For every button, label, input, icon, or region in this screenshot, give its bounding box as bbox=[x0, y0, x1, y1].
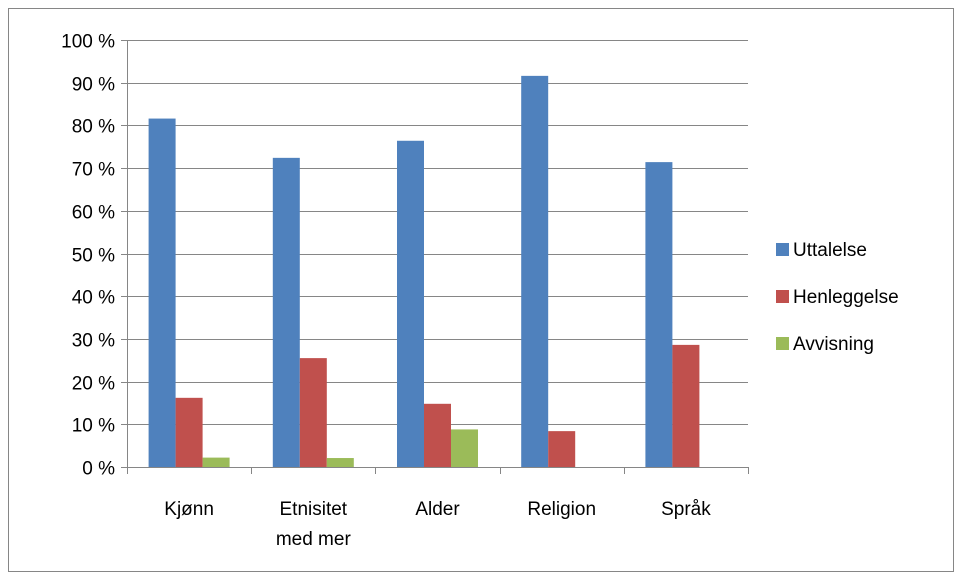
bar-henleggelse bbox=[424, 403, 451, 467]
x-category-label: Alder bbox=[415, 499, 460, 520]
bar-avvisning bbox=[451, 429, 478, 467]
bar-avvisning bbox=[326, 458, 354, 467]
legend-label-henleggelse: Henleggelse bbox=[793, 287, 899, 308]
x-category-label: Språk bbox=[661, 499, 711, 520]
x-category-label: Religion bbox=[527, 499, 596, 520]
bar-uttalelse bbox=[397, 140, 424, 467]
y-tick-label: 40 % bbox=[72, 288, 115, 309]
y-tick-label: 20 % bbox=[72, 374, 115, 395]
legend-swatch-uttalelse bbox=[776, 243, 789, 256]
x-category-label: Kjønn bbox=[164, 499, 214, 520]
y-tick-label: 60 % bbox=[72, 203, 115, 224]
y-tick-label: 80 % bbox=[72, 117, 115, 138]
bar-uttalelse bbox=[645, 162, 673, 467]
axis-labels: 0 % 10 % 20 % 30 % 40 % 50 % 60 % 70 % 80 % 90 % 1… bbox=[61, 32, 711, 551]
y-tick-label: 0 % bbox=[82, 459, 115, 480]
legend-swatch-avvisning bbox=[776, 337, 789, 350]
bar-henleggelse bbox=[548, 431, 576, 467]
bar-uttalelse bbox=[272, 157, 300, 468]
legend: Uttalelse Henleggelse Avvisning bbox=[776, 240, 899, 355]
x-category-label: Etnisitet bbox=[280, 499, 348, 520]
bar-uttalelse bbox=[148, 118, 176, 468]
y-tick-label: 50 % bbox=[72, 246, 115, 267]
bar-henleggelse bbox=[175, 397, 203, 467]
y-tick-label: 10 % bbox=[72, 416, 115, 437]
bar-avvisning bbox=[202, 457, 230, 467]
legend-label-uttalelse: Uttalelse bbox=[793, 240, 867, 261]
bars bbox=[148, 75, 700, 468]
y-tick-label: 70 % bbox=[72, 160, 115, 181]
legend-swatch-henleggelse bbox=[776, 290, 789, 303]
legend-label-avvisning: Avvisning bbox=[793, 334, 874, 355]
axes bbox=[121, 40, 749, 474]
y-tick-label: 90 % bbox=[72, 75, 115, 96]
bar-henleggelse bbox=[672, 344, 700, 467]
bar-henleggelse bbox=[299, 358, 327, 467]
x-category-label: med mer bbox=[276, 529, 352, 550]
gridlines bbox=[127, 40, 748, 425]
bar-uttalelse bbox=[521, 75, 549, 468]
y-tick-label: 30 % bbox=[72, 331, 115, 352]
y-tick-label: 100 % bbox=[61, 32, 115, 53]
